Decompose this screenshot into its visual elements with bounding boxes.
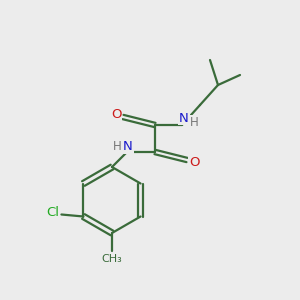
Text: O: O	[111, 109, 121, 122]
Text: O: O	[189, 155, 199, 169]
Text: N: N	[179, 112, 189, 124]
Text: H: H	[112, 140, 122, 154]
Text: CH₃: CH₃	[102, 254, 122, 264]
Text: H: H	[190, 116, 198, 128]
Text: N: N	[123, 140, 133, 154]
Text: Cl: Cl	[46, 206, 59, 219]
